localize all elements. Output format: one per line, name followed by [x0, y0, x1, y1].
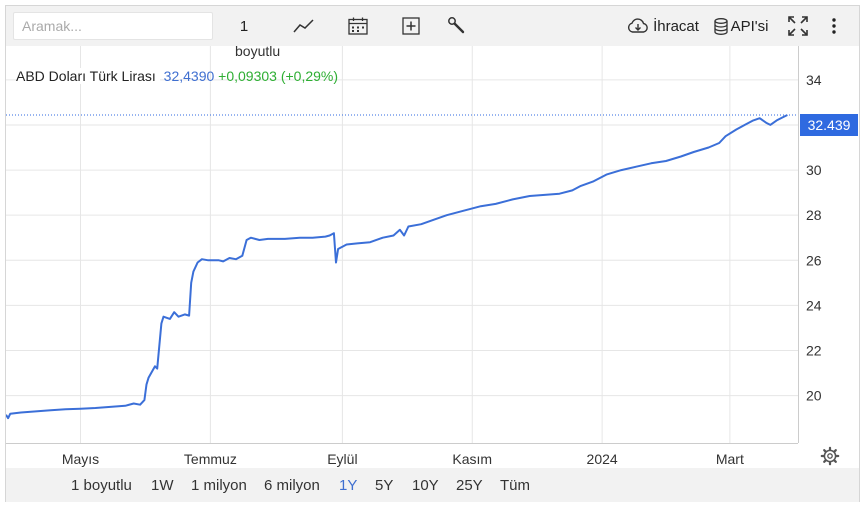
y-tick-label: 24 [806, 297, 822, 313]
price-chart[interactable]: 20 22 24 26 28 30 34 Mayıs Temmuz Eylül Kasım 2024… [6, 46, 859, 468]
plus-box-icon [402, 17, 420, 35]
range-button[interactable]: 1 boyutlu [71, 476, 132, 494]
y-tick-label: 26 [806, 252, 822, 268]
range-button[interactable]: Tüm [500, 476, 530, 494]
tools-button[interactable] [445, 6, 469, 46]
y-tick-label: 34 [806, 72, 822, 88]
series-line [6, 114, 788, 420]
instrument-name: ABD Doları Türk Lirası [16, 68, 160, 84]
fullscreen-button[interactable] [786, 6, 810, 46]
interval-unit-label: boyutlu [235, 43, 281, 59]
instrument-price: 32,4390 [163, 68, 215, 84]
range-selector: 1 boyutlu 1W 1 milyon 6 milyon 1Y 5Y 10Y 25Y Tüm [6, 468, 859, 502]
api-label: API'si [730, 17, 769, 35]
y-tick-label: 20 [806, 388, 822, 404]
calendar-icon [348, 17, 368, 35]
export-label: İhracat [653, 17, 699, 35]
cloud-download-icon [628, 18, 648, 33]
x-tick-label: Kasım [452, 451, 492, 467]
line-chart-icon [293, 19, 314, 33]
more-options-button[interactable] [824, 6, 844, 46]
fullscreen-icon [788, 16, 808, 36]
range-button[interactable]: 1W [151, 476, 174, 494]
x-tick-label: Mart [716, 451, 744, 467]
x-tick-label: Eylül [327, 451, 357, 467]
chart-legend: ABD Doları Türk Lirası 32,4390 +0,09303 … [16, 68, 338, 84]
x-tick-label: Temmuz [184, 451, 237, 467]
chart-type-button[interactable] [290, 6, 318, 46]
y-tick-label: 30 [806, 162, 822, 178]
range-button[interactable]: 10Y [412, 476, 439, 494]
interval-selector[interactable]: 1 [239, 17, 249, 35]
search-input[interactable] [13, 12, 213, 40]
y-tick-label: 22 [806, 343, 822, 359]
last-price-tag: 32.439 [800, 114, 858, 136]
range-button[interactable]: 1 milyon [191, 476, 247, 494]
date-range-button[interactable] [346, 6, 370, 46]
range-button[interactable]: 6 milyon [264, 476, 320, 494]
wrench-icon [448, 17, 465, 34]
x-tick-label: Mayıs [62, 451, 99, 467]
range-button[interactable]: 1Y [339, 476, 358, 494]
y-tick-label: 28 [806, 207, 822, 223]
chart-widget: 1 boyutlu [5, 5, 860, 502]
toolbar: 1 boyutlu [6, 6, 859, 59]
gear-icon[interactable] [820, 446, 840, 466]
database-icon [713, 17, 728, 35]
range-button[interactable]: 25Y [456, 476, 483, 494]
range-button[interactable]: 5Y [375, 476, 394, 494]
more-vertical-icon [832, 18, 836, 34]
add-indicator-button[interactable] [399, 6, 423, 46]
instrument-change: +0,09303 (+0,29%) [218, 68, 339, 84]
export-button[interactable]: İhracat [625, 6, 701, 46]
api-button[interactable]: API'si [712, 6, 770, 46]
x-tick-label: 2024 [587, 451, 618, 467]
